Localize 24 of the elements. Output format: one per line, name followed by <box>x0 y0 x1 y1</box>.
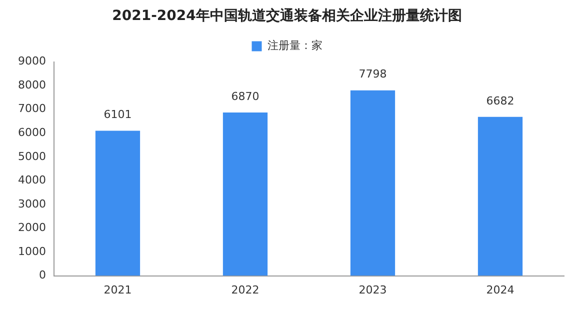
y-tick-label: 0 <box>38 268 46 282</box>
data-label: 7798 <box>358 68 387 81</box>
y-tick-label: 3000 <box>18 197 46 210</box>
y-tick-label: 9000 <box>18 54 46 68</box>
bar <box>95 130 140 276</box>
x-tick-label: 2023 <box>358 283 387 296</box>
y-tick-label: 2000 <box>18 221 46 234</box>
data-label: 6682 <box>486 94 514 108</box>
y-tick-label: 5000 <box>18 150 46 163</box>
data-label: 6870 <box>231 90 260 103</box>
y-tick-label: 8000 <box>18 78 46 92</box>
bar <box>222 112 268 276</box>
x-tick-label: 2021 <box>104 283 132 296</box>
data-label: 6101 <box>104 108 132 122</box>
bar <box>478 116 523 276</box>
legend-label: 注册量：家 <box>267 39 322 52</box>
x-tick-label: 2024 <box>486 283 514 296</box>
x-tick-label: 2022 <box>231 283 260 296</box>
bar <box>350 90 396 276</box>
chart-title: 2021-2024年中国轨道交通装备相关企业注册量统计图 <box>112 7 462 24</box>
y-tick-label: 1000 <box>18 244 46 258</box>
y-tick-label: 4000 <box>18 174 46 187</box>
y-tick-label: 6000 <box>18 126 46 139</box>
y-tick-label: 7000 <box>18 102 46 116</box>
